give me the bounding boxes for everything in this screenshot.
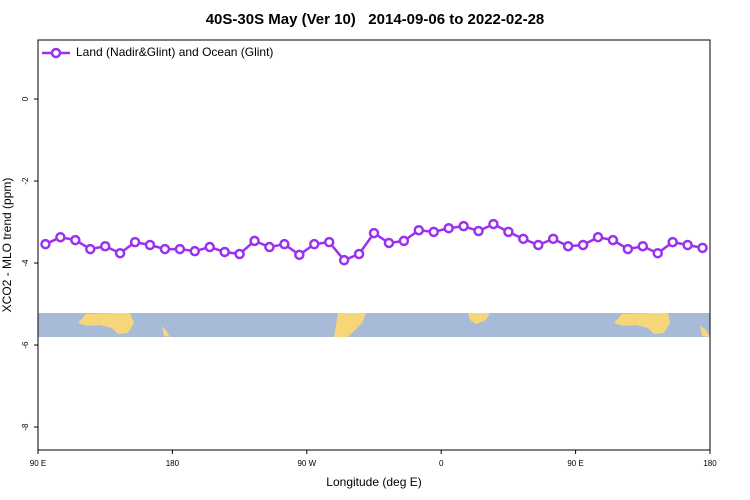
land-australia: [614, 313, 670, 334]
point: [99, 240, 111, 252]
x-tick-label: 90 W: [297, 459, 316, 468]
x-tick-label: 0: [439, 459, 444, 468]
point: [323, 236, 335, 248]
point: [458, 220, 469, 232]
point: [667, 236, 678, 248]
legend-marker: [50, 47, 62, 59]
point: [413, 224, 425, 236]
point: [652, 247, 663, 259]
point: [637, 240, 649, 252]
point: [398, 235, 410, 247]
point: [488, 218, 499, 230]
point: [279, 238, 290, 250]
land-island: [162, 326, 170, 337]
point: [114, 247, 126, 259]
y-axis-label: XCO2 - MLO trend (ppm): [0, 178, 14, 313]
point: [368, 227, 380, 239]
point: [144, 239, 156, 251]
point: [622, 243, 634, 255]
x-tick-label: 180: [166, 459, 180, 468]
point: [577, 239, 589, 251]
point: [174, 243, 186, 255]
land-island: [700, 326, 710, 337]
point: [562, 240, 574, 252]
x-tick-label: 90 E: [30, 459, 46, 468]
legend-label: Land (Nadir&Glint) and Ocean (Glint): [76, 45, 273, 59]
point: [428, 226, 439, 238]
point: [518, 233, 529, 245]
point: [85, 243, 96, 255]
y-tick-label: 0: [21, 96, 30, 101]
legend: Land (Nadir&Glint) and Ocean (Glint): [42, 45, 273, 59]
point: [592, 231, 604, 243]
point: [219, 246, 230, 258]
point: [55, 231, 66, 243]
point: [607, 234, 619, 246]
point: [189, 245, 201, 257]
point: [533, 239, 544, 251]
point: [473, 225, 484, 237]
land-australia: [78, 313, 134, 334]
point: [503, 226, 514, 238]
point: [204, 241, 215, 253]
point: [309, 238, 320, 250]
point: [443, 222, 454, 234]
x-axis-label: Longitude (deg E): [326, 475, 421, 489]
map-band: [38, 313, 710, 337]
point: [682, 239, 693, 251]
y-tick-label: -2: [21, 177, 30, 185]
point: [249, 235, 260, 247]
point: [383, 237, 395, 249]
y-tick-label: -8: [21, 423, 30, 431]
x-tick-label: 90 E: [567, 459, 583, 468]
x-tick-label: 180: [703, 459, 717, 468]
point: [234, 248, 245, 260]
point: [547, 233, 559, 245]
y-tick-label: -4: [21, 259, 30, 267]
point: [159, 243, 171, 255]
land-south-america: [334, 313, 366, 337]
point: [697, 242, 708, 254]
point: [129, 236, 141, 248]
plot-frame: [37, 39, 711, 451]
point: [353, 248, 365, 260]
ocean: [38, 313, 710, 337]
point: [70, 234, 81, 246]
land-africa: [468, 313, 490, 324]
point: [294, 249, 305, 261]
chart-title: 40S-30S May (Ver 10) 2014-09-06 to 2022-…: [206, 11, 545, 28]
point: [40, 238, 51, 250]
y-tick-label: -6: [21, 341, 30, 349]
point: [338, 254, 350, 266]
point: [264, 241, 275, 253]
